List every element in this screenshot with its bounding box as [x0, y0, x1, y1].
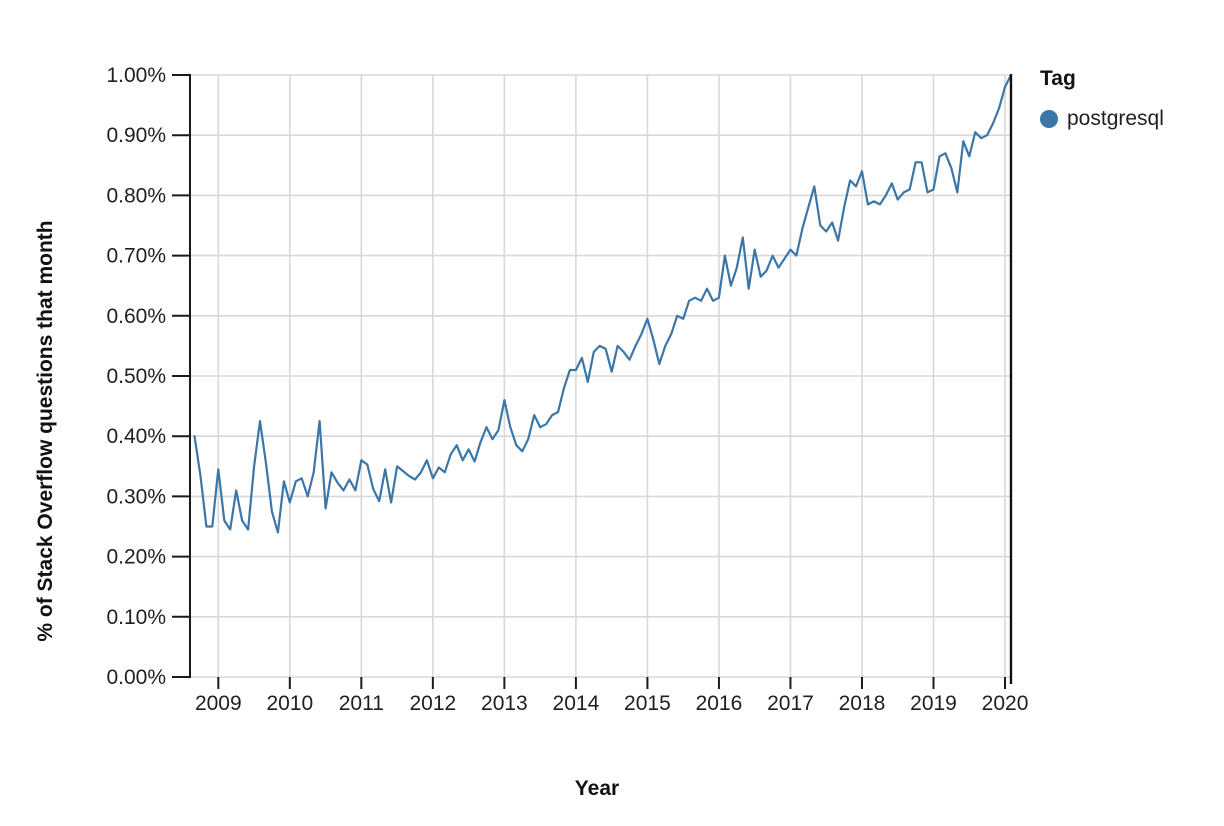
- x-tick-label: 2014: [553, 692, 600, 715]
- y-tick-label: 0.20%: [106, 546, 166, 569]
- legend-title: Tag: [1040, 67, 1076, 90]
- x-tick-label: 2019: [910, 692, 957, 715]
- y-tick-label: 1.00%: [106, 64, 166, 87]
- y-tick-label: 0.60%: [106, 305, 166, 328]
- y-tick-label: 0.80%: [106, 184, 166, 207]
- y-tick-label: 0.90%: [106, 124, 166, 147]
- legend-swatch-icon: [1040, 110, 1058, 128]
- y-tick-label: 0.40%: [106, 425, 166, 448]
- y-tick-label: 0.50%: [106, 365, 166, 388]
- x-tick-label: 2009: [195, 692, 242, 715]
- x-tick-label: 2015: [624, 692, 671, 715]
- x-tick-label: 2011: [339, 692, 384, 715]
- x-tick-label: 2016: [696, 692, 743, 715]
- y-tick-label: 0.10%: [106, 606, 166, 629]
- y-tick-label: 0.00%: [106, 666, 166, 689]
- x-axis-title: Year: [574, 777, 620, 800]
- x-tick-label: 2020: [982, 692, 1029, 715]
- legend-item-label: postgresql: [1067, 107, 1164, 130]
- x-tick-label: 2017: [767, 692, 814, 715]
- legend-item-postgresql: postgresql: [1040, 107, 1164, 131]
- y-axis-title: % of Stack Overflow questions that month: [34, 220, 57, 642]
- x-tick-label: 2010: [266, 692, 313, 715]
- y-tick-label: 0.30%: [106, 485, 166, 508]
- y-tick-label: 0.70%: [106, 245, 166, 268]
- x-tick-label: 2012: [410, 692, 457, 715]
- series-line-postgresql: [193, 73, 1013, 534]
- x-tick-label: 2013: [481, 692, 528, 715]
- legend: Tag postgresql: [1040, 67, 1164, 131]
- x-tick-label: 2018: [839, 692, 886, 715]
